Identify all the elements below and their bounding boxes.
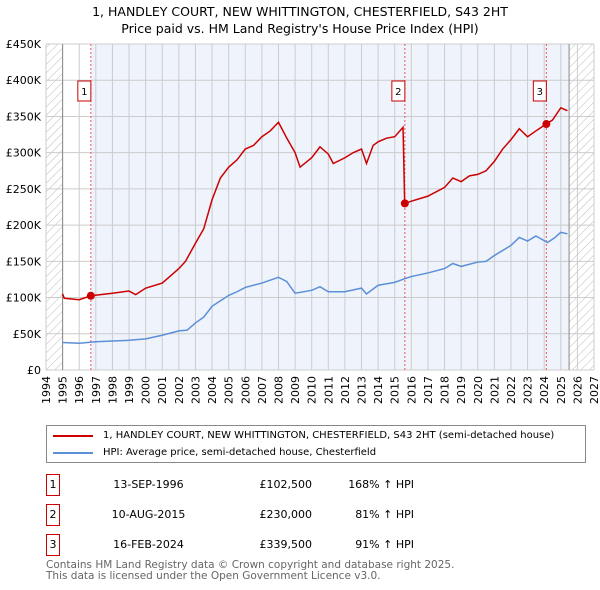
x-tick-label: 2014 [372, 376, 385, 404]
sale-date: 10-AUG-2015 [111, 508, 186, 521]
y-tick-label: £50K [13, 328, 42, 341]
y-tick-label: £400K [6, 74, 42, 87]
x-tick-label: 2003 [189, 376, 202, 404]
x-tick-label: 2012 [339, 376, 352, 404]
sale-date: 16-FEB-2024 [113, 538, 184, 551]
sale-badge: 3 [46, 534, 60, 556]
sale-label: 3 [537, 87, 543, 98]
sale-hpi-change: 81% ↑ HPI [355, 508, 414, 521]
x-tick-label: 2023 [522, 376, 535, 404]
sale-point [86, 291, 95, 300]
y-tick-label: £0 [27, 364, 41, 377]
hatched-region-before [46, 44, 63, 370]
x-tick-label: 2025 [555, 376, 568, 404]
x-tick-label: 2016 [405, 376, 418, 404]
sale-label: 1 [81, 87, 87, 98]
x-tick-label: 2004 [206, 376, 219, 404]
sale-row: 1 13-SEP-1996 £102,500 168% ↑ HPI [46, 474, 446, 496]
sale-badge: 2 [46, 504, 60, 526]
chart-title: 1, HANDLEY COURT, NEW WHITTINGTON, CHEST… [92, 4, 508, 19]
hatched-region-after [569, 44, 594, 370]
x-tick-label: 2022 [505, 376, 518, 404]
x-tick-label: 1999 [123, 376, 136, 404]
property-line [61, 106, 568, 301]
x-tick-label: 1994 [40, 376, 53, 404]
sale-label-box [391, 80, 406, 102]
sale-row: 3 16-FEB-2024 £339,500 91% ↑ HPI [46, 534, 446, 556]
sale-badge: 1 [46, 474, 60, 496]
x-tick-label: 2008 [272, 376, 285, 404]
y-tick-label: £150K [6, 255, 42, 268]
legend-label: HPI: Average price, semi-detached house,… [103, 447, 377, 458]
x-tick-label: 2013 [356, 376, 369, 404]
x-tick-label: 2009 [289, 376, 302, 404]
x-tick-label: 1995 [57, 376, 70, 404]
legend-item-hpi: HPI: Average price, semi-detached house,… [47, 447, 376, 458]
x-tick-label: 2017 [422, 376, 435, 404]
sale-hpi-change: 168% ↑ HPI [348, 478, 414, 491]
x-tick-label: 2011 [322, 376, 335, 404]
sale-label-box [77, 80, 92, 102]
sale-label: 2 [395, 87, 401, 98]
sale-price: £102,500 [259, 478, 313, 491]
x-tick-label: 1998 [106, 376, 119, 404]
y-tick-label: £200K [6, 219, 42, 232]
x-tick-label: 2007 [256, 376, 269, 404]
y-tick-label: £450K [6, 38, 42, 51]
x-tick-label: 2010 [306, 376, 319, 404]
y-tick-label: £250K [6, 183, 42, 196]
sale-label-box [532, 80, 547, 102]
legend: 1, HANDLEY COURT, NEW WHITTINGTON, CHEST… [46, 425, 586, 463]
x-tick-label: 2001 [156, 376, 169, 404]
y-tick-label: £350K [6, 110, 42, 123]
x-tick-label: 1996 [73, 376, 86, 404]
price-chart: 1994 1995 1996 1997 1998 1999 2000 2001 2002 2003… [6, 38, 600, 404]
legend-item-property: 1, HANDLEY COURT, NEW WHITTINGTON, CHEST… [47, 430, 554, 441]
blue-line-icon [53, 451, 93, 454]
x-tick-label: 2006 [239, 376, 252, 404]
x-tick-label: 2021 [488, 376, 501, 404]
hpi-line [62, 231, 568, 344]
x-tick-label: 2015 [389, 376, 402, 404]
legend-label: 1, HANDLEY COURT, NEW WHITTINGTON, CHEST… [103, 430, 555, 441]
sale-date: 13-SEP-1996 [113, 478, 184, 491]
sale-hpi-change: 91% ↑ HPI [355, 538, 414, 551]
x-tick-label: 2005 [223, 376, 236, 404]
x-tick-label: 2018 [439, 376, 452, 404]
sale-price: £339,500 [259, 538, 313, 551]
sale-point [400, 199, 409, 208]
x-tick-label: 2026 [571, 376, 584, 404]
shaded-region [90, 44, 570, 370]
footer-line: Contains HM Land Registry data © Crown c… [46, 559, 455, 571]
sale-row: 2 10-AUG-2015 £230,000 81% ↑ HPI [46, 504, 446, 526]
y-tick-label: £300K [6, 147, 42, 160]
x-tick-label: 2002 [173, 376, 186, 404]
x-tick-label: 2024 [538, 376, 551, 404]
red-line-icon [53, 434, 93, 437]
sale-price: £230,000 [259, 508, 313, 521]
x-tick-label: 1997 [90, 376, 103, 404]
footer-line: This data is licensed under the Open Gov… [46, 570, 381, 582]
x-tick-label: 2000 [140, 376, 153, 404]
x-tick-label: 2020 [472, 376, 485, 404]
x-tick-label: 2027 [588, 376, 600, 404]
chart-subtitle: Price paid vs. HM Land Registry's House … [121, 21, 479, 36]
sale-point [542, 120, 551, 129]
x-tick-label: 2019 [455, 376, 468, 404]
y-tick-label: £100K [6, 292, 42, 305]
footer: Contains HM Land Registry data © Crown c… [46, 560, 454, 582]
